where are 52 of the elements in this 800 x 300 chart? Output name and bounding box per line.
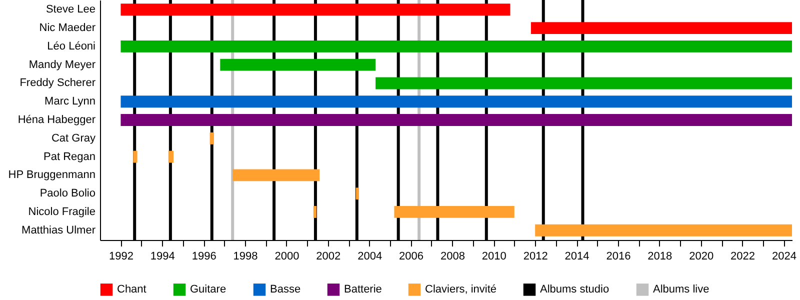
legend-label: Albums studio xyxy=(540,284,610,296)
bar xyxy=(210,132,214,144)
x-tick-label: 2012 xyxy=(523,250,548,262)
x-tick-label: 2008 xyxy=(440,250,465,262)
y-tick-label: Pat Regan xyxy=(44,150,96,163)
bar xyxy=(535,224,792,236)
bar xyxy=(530,22,792,34)
y-tick-label: Matthias Ulmer xyxy=(22,224,96,236)
bar xyxy=(120,114,792,126)
y-tick-label: Paolo Bolio xyxy=(40,188,96,200)
legend-label: Guitare xyxy=(190,284,226,296)
x-tick-label: 1994 xyxy=(150,250,175,262)
bar xyxy=(168,150,174,163)
y-tick-label: Mandy Meyer xyxy=(28,58,96,71)
legend-label: Chant xyxy=(117,284,146,296)
bar xyxy=(313,206,317,218)
bar xyxy=(376,77,792,90)
x-tick-label: 1996 xyxy=(192,250,216,262)
legend-label: Basse xyxy=(270,284,301,296)
x-tick-label: 2016 xyxy=(606,250,631,262)
bar xyxy=(356,188,359,200)
y-tick-label: Marc Lynn xyxy=(44,96,96,108)
bar xyxy=(232,169,320,182)
bar xyxy=(394,206,514,218)
x-tick-label: 2020 xyxy=(689,250,714,262)
legend-label: Claviers, invité xyxy=(425,284,497,296)
y-tick-label: Cat Gray xyxy=(51,132,96,144)
x-tick-label: 2024 xyxy=(772,250,796,262)
y-tick-label: Freddy Scherer xyxy=(20,77,96,90)
bar xyxy=(120,96,792,108)
legend-label: Albums live xyxy=(653,284,710,296)
bar xyxy=(120,40,792,52)
x-tick-label: 2018 xyxy=(648,250,672,262)
y-tick-label: Léo Léoni xyxy=(47,40,96,52)
x-tick-label: 2006 xyxy=(399,250,424,262)
x-tick-label: 2004 xyxy=(358,250,382,262)
x-tick-label: 2010 xyxy=(482,250,506,262)
x-tick-label: 2000 xyxy=(274,250,300,262)
y-tick-label: Nic Maeder xyxy=(39,22,96,34)
bar xyxy=(120,4,510,16)
x-tick-label: 2014 xyxy=(564,250,590,262)
y-tick-label: Héna Habegger xyxy=(18,114,96,126)
x-tick-label: 1992 xyxy=(108,250,134,262)
y-tick-label: Nicolo Fragile xyxy=(28,206,96,218)
x-tick-label: 1998 xyxy=(233,250,258,262)
x-tick-label: 2022 xyxy=(730,250,756,262)
bar xyxy=(133,150,138,163)
x-tick-label: 2002 xyxy=(316,250,341,262)
legend-label: Batterie xyxy=(344,284,382,296)
y-tick-label: HP Bruggenmann xyxy=(8,169,96,182)
bar xyxy=(220,58,376,71)
y-tick-label: Steve Lee xyxy=(46,4,96,16)
